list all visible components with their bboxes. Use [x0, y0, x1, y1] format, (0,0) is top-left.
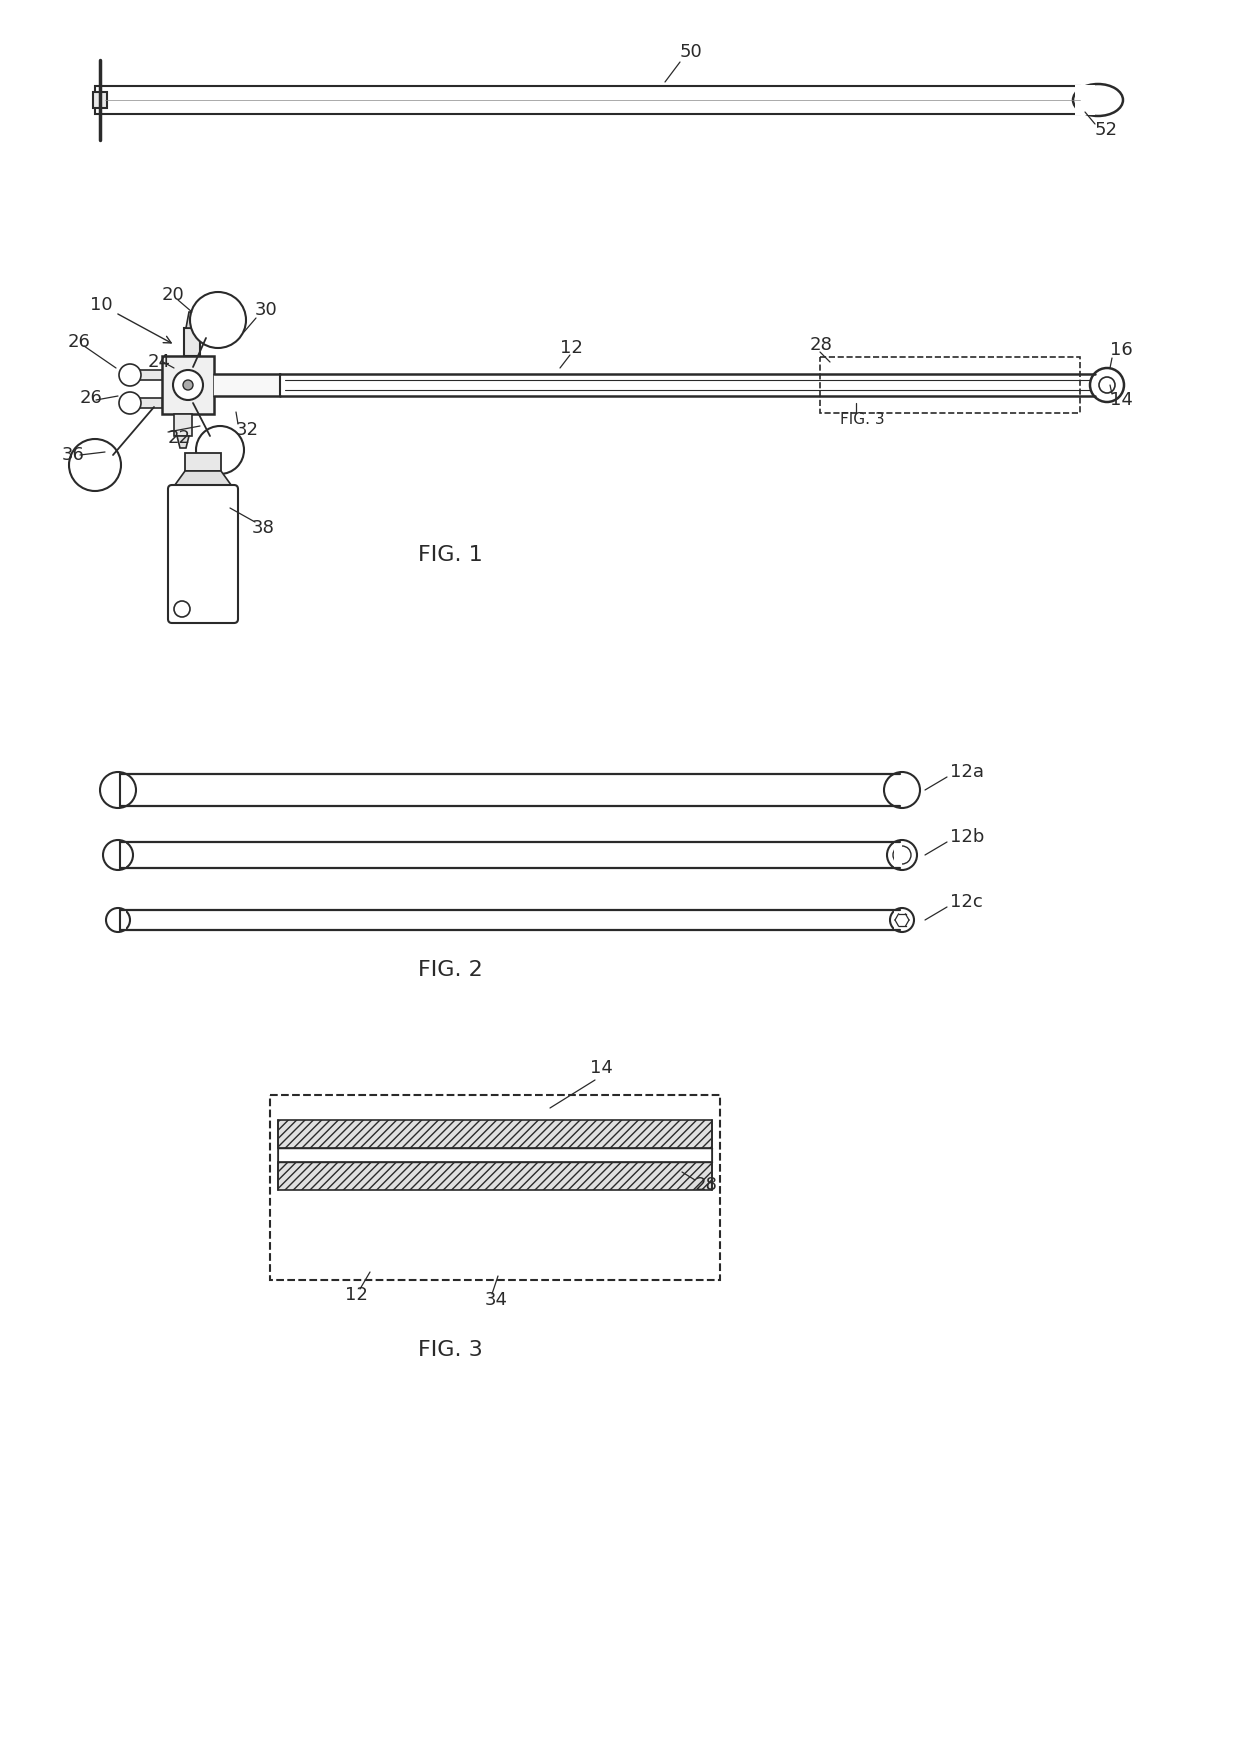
Text: 26: 26 — [81, 389, 103, 407]
Circle shape — [105, 908, 130, 933]
Bar — [118, 912, 126, 929]
Text: 22: 22 — [167, 429, 191, 447]
Bar — [215, 373, 280, 396]
Circle shape — [1099, 377, 1115, 392]
Text: FIG. 3: FIG. 3 — [418, 1339, 482, 1360]
Bar — [131, 370, 162, 380]
Text: 10: 10 — [91, 296, 171, 343]
Text: 26: 26 — [68, 333, 91, 350]
Bar — [162, 356, 215, 414]
Bar — [131, 398, 162, 408]
Text: 28: 28 — [810, 336, 833, 354]
Bar — [270, 1095, 720, 1280]
Text: 12: 12 — [345, 1287, 368, 1304]
Bar — [184, 327, 200, 356]
Circle shape — [174, 600, 190, 618]
Circle shape — [196, 426, 244, 473]
Circle shape — [190, 292, 246, 348]
Text: 52: 52 — [1095, 121, 1118, 139]
Bar — [278, 1148, 712, 1162]
Text: 24: 24 — [148, 354, 171, 371]
Bar — [185, 452, 221, 472]
Bar — [278, 1119, 712, 1148]
Text: 12c: 12c — [950, 892, 983, 912]
Text: 12: 12 — [560, 340, 583, 357]
Circle shape — [1090, 368, 1123, 401]
Text: 14: 14 — [590, 1060, 613, 1077]
Text: 30: 30 — [255, 301, 278, 319]
Text: 36: 36 — [62, 445, 84, 465]
Bar — [118, 843, 126, 868]
Bar — [93, 92, 107, 107]
Ellipse shape — [1073, 84, 1123, 116]
Polygon shape — [186, 312, 198, 327]
Circle shape — [69, 438, 122, 491]
Circle shape — [103, 840, 133, 869]
Text: FIG. 2: FIG. 2 — [418, 959, 482, 980]
Bar — [95, 86, 1080, 114]
Bar — [118, 774, 126, 804]
Circle shape — [100, 773, 136, 808]
Bar — [174, 414, 192, 436]
Text: 12a: 12a — [950, 764, 985, 781]
Text: 38: 38 — [252, 519, 275, 537]
Text: 20: 20 — [162, 285, 185, 304]
Circle shape — [890, 908, 914, 933]
Bar — [894, 843, 901, 868]
Circle shape — [184, 380, 193, 391]
Text: 28: 28 — [694, 1176, 718, 1193]
Polygon shape — [177, 436, 188, 449]
Text: 14: 14 — [1110, 391, 1133, 408]
Text: 12b: 12b — [950, 827, 985, 847]
Bar — [894, 912, 901, 929]
Bar — [894, 774, 901, 804]
Bar — [820, 357, 1080, 414]
Circle shape — [887, 840, 918, 869]
Circle shape — [119, 364, 141, 385]
Text: 16: 16 — [1110, 341, 1133, 359]
FancyBboxPatch shape — [167, 486, 238, 623]
Polygon shape — [172, 472, 234, 489]
Text: FIG. 3: FIG. 3 — [839, 412, 884, 428]
Bar — [278, 1162, 712, 1190]
Text: 32: 32 — [236, 421, 259, 438]
Text: 34: 34 — [485, 1292, 508, 1309]
Text: 50: 50 — [680, 42, 703, 62]
Circle shape — [174, 370, 203, 400]
Bar — [1075, 84, 1095, 114]
Text: FIG. 1: FIG. 1 — [418, 546, 482, 565]
Circle shape — [119, 392, 141, 414]
Circle shape — [893, 847, 911, 864]
Circle shape — [884, 773, 920, 808]
